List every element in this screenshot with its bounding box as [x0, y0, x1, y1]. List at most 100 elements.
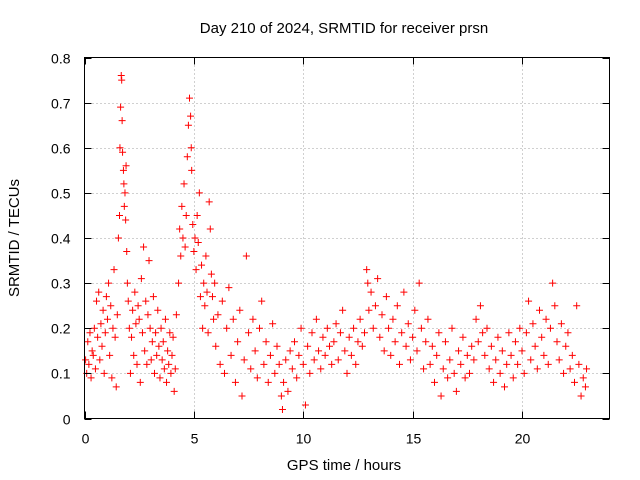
- data-point: [136, 378, 144, 386]
- data-point: [212, 342, 220, 350]
- data-point: [118, 76, 126, 84]
- data-point: [400, 288, 408, 296]
- data-point: [156, 374, 164, 382]
- data-point: [278, 405, 286, 413]
- data-point: [560, 369, 568, 377]
- data-point: [102, 293, 110, 301]
- data-point: [356, 315, 364, 323]
- data-point: [189, 220, 197, 228]
- data-point: [218, 297, 226, 305]
- data-point: [551, 302, 559, 310]
- y-axis-label: SRMTID / TECUs: [6, 179, 23, 297]
- data-point: [120, 202, 128, 210]
- data-point: [557, 320, 565, 328]
- data-point: [581, 383, 589, 391]
- data-point: [201, 302, 209, 310]
- data-point: [326, 342, 333, 350]
- data-point: [231, 378, 239, 386]
- data-point: [387, 351, 395, 359]
- data-point: [365, 306, 373, 314]
- data-point: [522, 329, 530, 337]
- data-point: [112, 383, 120, 391]
- data-point: [452, 387, 460, 395]
- data-point: [123, 248, 131, 256]
- data-point: [396, 360, 403, 368]
- data-point: [514, 360, 522, 368]
- data-point: [196, 293, 204, 301]
- data-point: [101, 329, 109, 337]
- data-point: [160, 365, 168, 373]
- data-point: [487, 342, 495, 350]
- data-point: [297, 324, 305, 332]
- data-point: [293, 374, 301, 382]
- data-point: [122, 162, 130, 170]
- data-point: [321, 351, 329, 359]
- data-point: [240, 356, 248, 364]
- data-point: [520, 369, 528, 377]
- y-tick-label: 0.8: [51, 51, 71, 67]
- data-point: [149, 293, 157, 301]
- data-point: [334, 356, 342, 364]
- data-point: [106, 351, 114, 359]
- data-point: [393, 302, 401, 310]
- data-point: [242, 252, 250, 260]
- data-point: [358, 342, 366, 350]
- data-point: [490, 378, 498, 386]
- data-point: [98, 342, 106, 350]
- data-point: [99, 306, 107, 314]
- data-point: [260, 360, 268, 368]
- data-point: [382, 293, 390, 301]
- y-tick-label: 0.5: [51, 186, 71, 202]
- y-tick-label: 0.2: [51, 321, 71, 337]
- data-point: [251, 347, 259, 355]
- data-point: [234, 338, 242, 346]
- data-point: [94, 333, 102, 341]
- data-point: [575, 360, 583, 368]
- data-point: [123, 279, 131, 287]
- data-point: [140, 243, 148, 251]
- data-point: [505, 329, 513, 337]
- data-point: [371, 302, 379, 310]
- data-point: [132, 320, 140, 328]
- data-point: [461, 374, 469, 382]
- data-point: [111, 333, 119, 341]
- data-point: [573, 302, 581, 310]
- data-point: [538, 333, 546, 341]
- data-point: [148, 338, 156, 346]
- data-point: [249, 315, 257, 323]
- data-point: [280, 378, 288, 386]
- data-point: [507, 351, 515, 359]
- data-point: [367, 288, 375, 296]
- chart-title: Day 210 of 2024, SRMTID for receiver prs…: [200, 20, 488, 37]
- data-point: [179, 234, 187, 242]
- data-point: [208, 293, 216, 301]
- data-point: [450, 369, 458, 377]
- data-point: [420, 365, 428, 373]
- data-point: [207, 270, 215, 278]
- data-point: [411, 306, 419, 314]
- data-point: [363, 266, 371, 274]
- data-point: [210, 315, 218, 323]
- data-point: [137, 275, 145, 283]
- data-point: [84, 338, 92, 346]
- data-point: [165, 360, 173, 368]
- data-point: [536, 306, 543, 314]
- data-point: [266, 351, 274, 359]
- data-point: [146, 324, 154, 332]
- y-tick-label: 0.7: [51, 96, 71, 112]
- x-tick-label: 10: [296, 431, 312, 447]
- data-point: [476, 302, 484, 310]
- data-point: [108, 374, 116, 382]
- data-point: [345, 333, 353, 341]
- data-point: [195, 189, 203, 197]
- data-point: [167, 369, 175, 377]
- data-point: [415, 279, 423, 287]
- data-point: [304, 342, 312, 350]
- data-point: [496, 369, 504, 377]
- data-point: [131, 288, 139, 296]
- data-point: [284, 387, 292, 395]
- data-point: [463, 351, 471, 359]
- data-point: [562, 342, 570, 350]
- data-point: [577, 392, 585, 400]
- data-point: [184, 121, 192, 129]
